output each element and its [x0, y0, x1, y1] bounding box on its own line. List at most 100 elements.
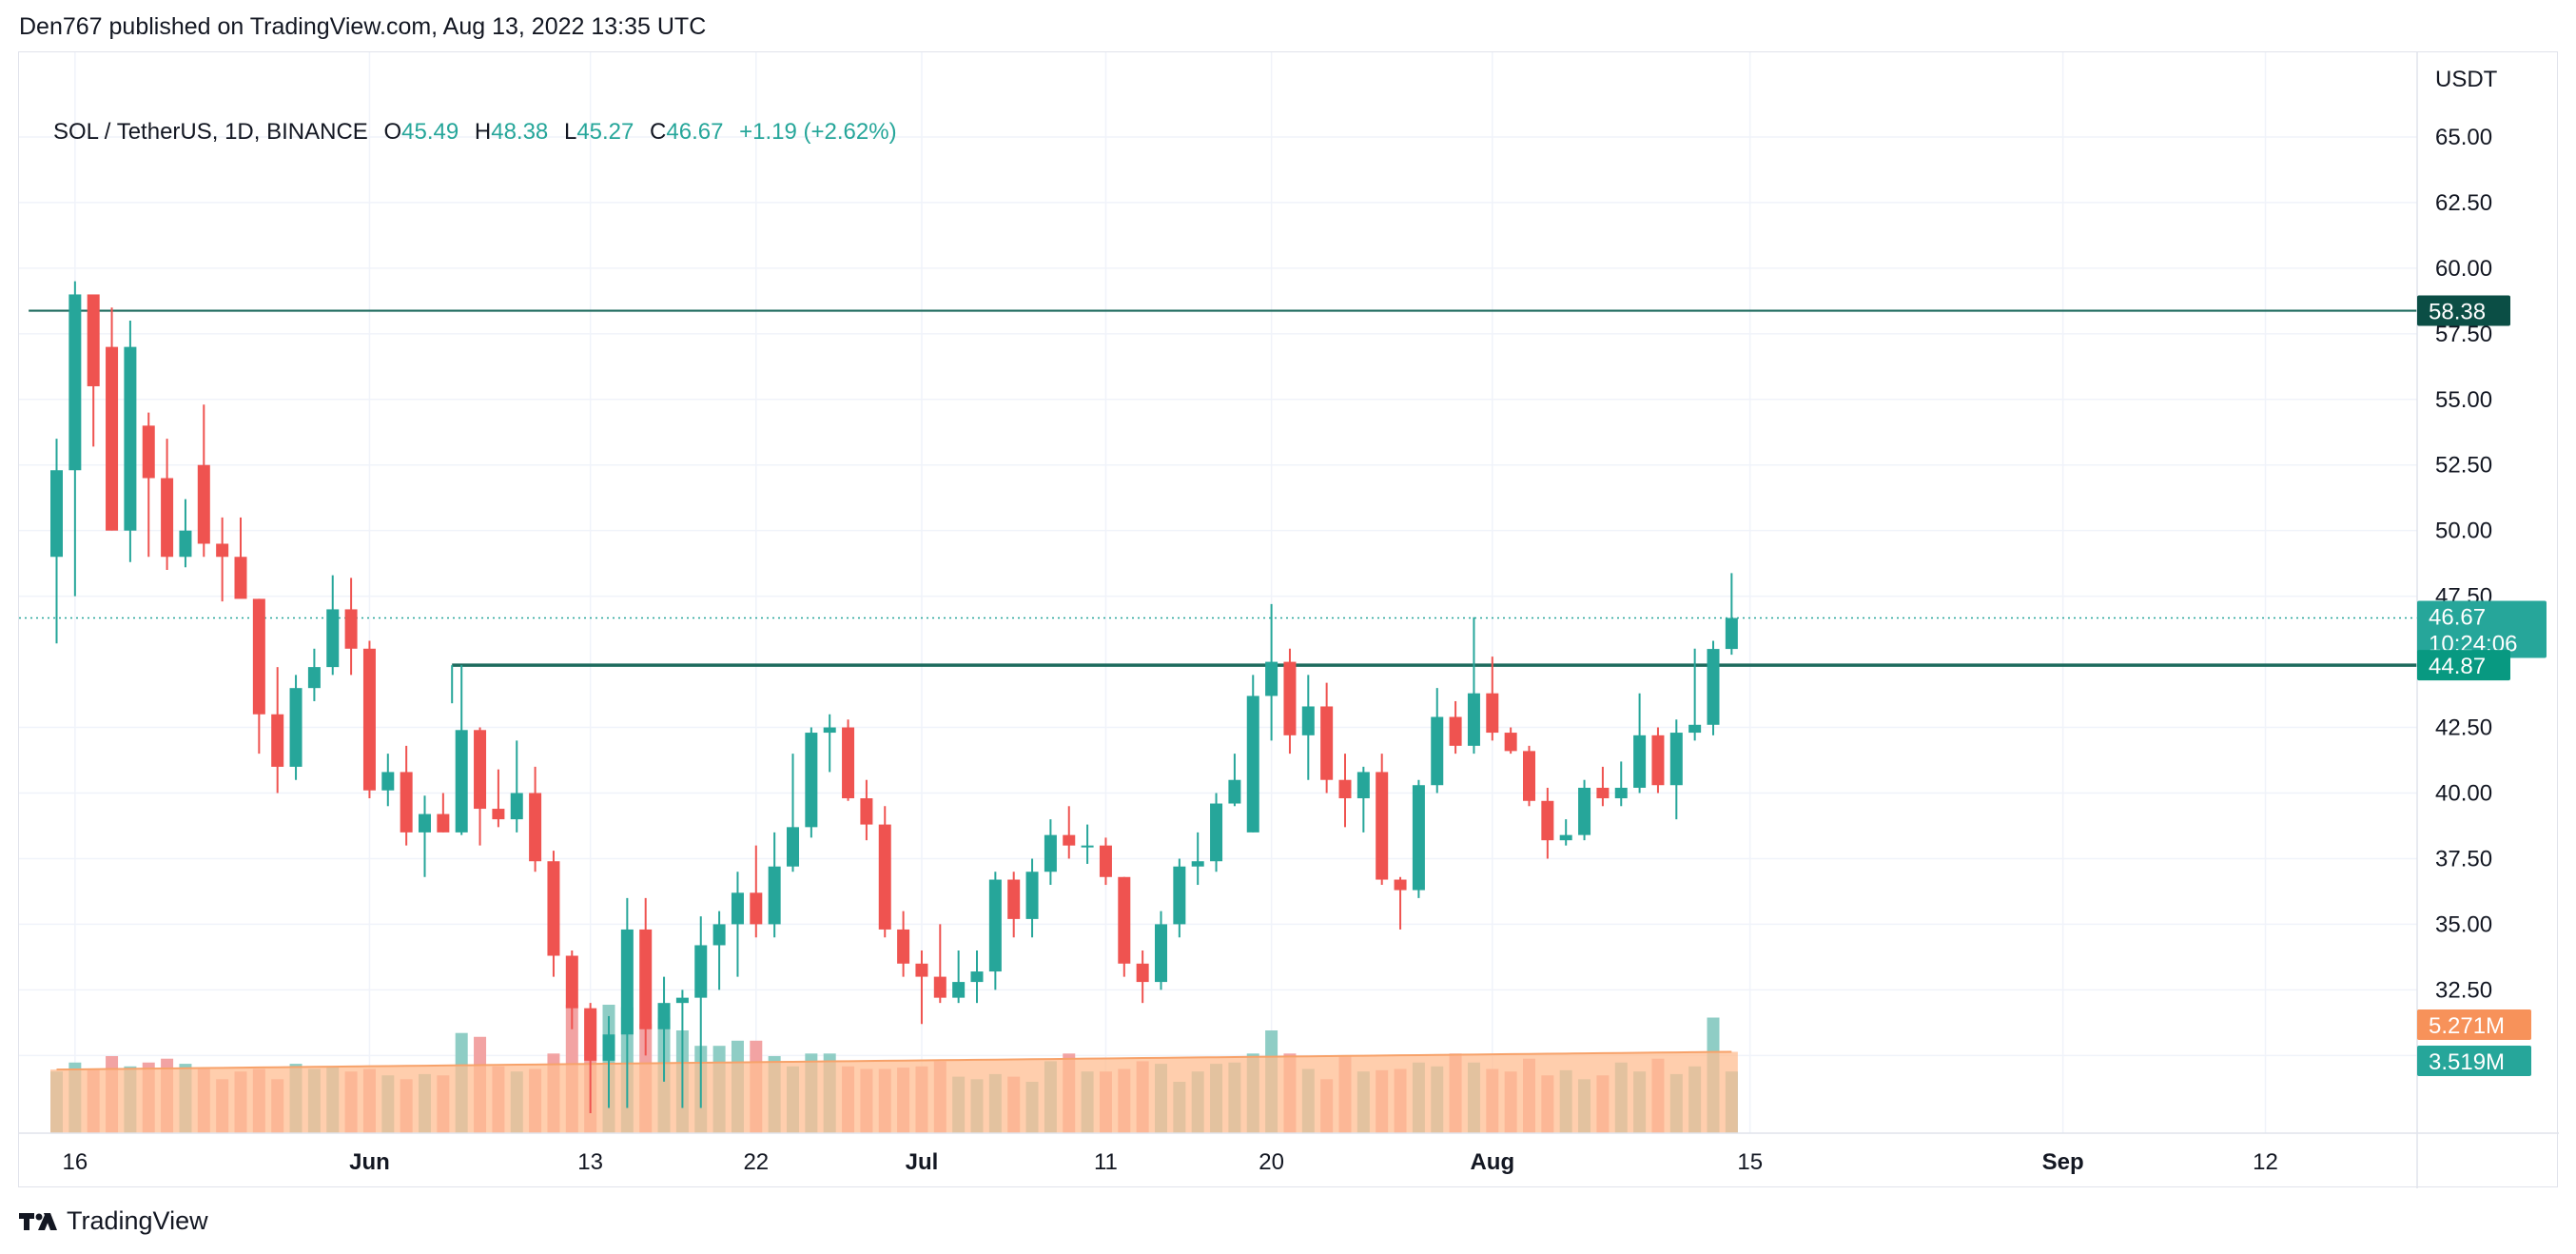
candle-body	[1412, 785, 1425, 891]
candle-body	[1356, 772, 1370, 799]
volume-ma-tag-text: 5.271M	[2429, 1013, 2505, 1039]
low-label: L	[563, 119, 577, 145]
footer-brand[interactable]: TradingView	[67, 1206, 208, 1235]
candle-body	[639, 929, 653, 1029]
candle-body	[1578, 787, 1591, 835]
candle-body	[1191, 861, 1204, 867]
candle-body	[1007, 879, 1021, 919]
candle-body	[1614, 787, 1628, 799]
open-value: 45.49	[401, 119, 459, 145]
candle-body	[1099, 845, 1112, 877]
candle-body	[216, 543, 229, 558]
candle-body	[842, 727, 855, 799]
candle-body	[1063, 834, 1076, 846]
candle-body	[1596, 787, 1610, 799]
tradingview-logo-icon[interactable]	[19, 1211, 59, 1232]
candle-body	[805, 733, 818, 828]
candle-body	[970, 971, 984, 983]
candle-body	[307, 667, 321, 689]
candle-body	[860, 798, 873, 825]
candle-body	[620, 929, 634, 1035]
candle-body	[197, 464, 210, 544]
candle-body	[1467, 693, 1480, 746]
candle-body	[988, 879, 1002, 972]
price-chart[interactable]: USDT65.0062.5060.0057.5055.0052.5050.004…	[19, 52, 2559, 1188]
close-value: 46.67	[666, 119, 724, 145]
candle-body	[474, 730, 487, 810]
chart-frame[interactable]: USDT 65.00 62.50 60.00 57.50 55.00 52.50 50.00 4…	[18, 51, 2559, 1188]
published-caption: Den767 published on TradingView.com, Aug…	[19, 13, 707, 40]
resistance-price-tag-text: 58.38	[2429, 300, 2486, 325]
time-tick-label: 20	[1259, 1149, 1284, 1175]
candle-body	[455, 730, 468, 833]
candle-body	[1541, 800, 1554, 841]
time-tick-label: 12	[2253, 1149, 2278, 1175]
candle-body	[1651, 735, 1665, 786]
candle-body	[657, 1003, 671, 1029]
time-tick-label: Sep	[2042, 1149, 2084, 1175]
candle-body	[492, 809, 505, 820]
price-tick-label: 40.00	[2435, 781, 2492, 807]
last-price-tag-text: 46.67	[2429, 605, 2486, 631]
candle-body	[381, 772, 395, 791]
price-tick-label: 52.50	[2435, 453, 2492, 479]
candle-body	[823, 727, 836, 734]
chart-legend: SOL / TetherUS, 1D, BINANCE O45.49 H48.3…	[53, 119, 897, 146]
candle-body	[400, 772, 413, 833]
candle-body	[1376, 772, 1389, 880]
candle-body	[179, 530, 192, 558]
high-label: H	[474, 119, 492, 145]
candle-body	[1394, 879, 1407, 891]
candle-body	[529, 793, 542, 862]
candle-body	[1118, 876, 1131, 964]
time-tick-label: Jul	[906, 1149, 939, 1175]
candle-body	[437, 813, 450, 833]
time-tick-label: Jun	[349, 1149, 390, 1175]
candle-body	[1486, 693, 1499, 734]
change-value: +1.19 (+2.62%)	[739, 119, 897, 145]
low-value: 45.27	[576, 119, 634, 145]
candle-body	[161, 478, 174, 558]
time-tick-label: 22	[743, 1149, 769, 1175]
high-value: 48.38	[491, 119, 549, 145]
open-label: O	[383, 119, 402, 145]
time-tick-label: 11	[1094, 1149, 1118, 1175]
candle-body	[87, 294, 100, 386]
candle-body	[234, 557, 247, 599]
price-tick-label: 60.00	[2435, 256, 2492, 282]
candle-body	[712, 924, 726, 946]
price-tick-label: 37.50	[2435, 846, 2492, 872]
volume-ma-tag-bg	[2417, 1009, 2531, 1040]
candle-body	[1669, 733, 1683, 786]
candle-body	[1025, 872, 1039, 919]
candle-body	[1081, 845, 1094, 848]
candle-body	[750, 892, 763, 925]
price-tick-label: 55.00	[2435, 387, 2492, 413]
last-price-tag-bg	[2417, 600, 2547, 658]
candle-body	[68, 294, 82, 471]
candle-body	[1301, 706, 1315, 735]
price-tick-label: 62.50	[2435, 190, 2492, 216]
candle-body	[675, 997, 689, 1004]
candle-body	[1173, 866, 1186, 925]
price-tick-label: 65.00	[2435, 125, 2492, 150]
price-axis-unit: USDT	[2435, 67, 2498, 92]
candle-body	[271, 714, 284, 767]
price-tick-label: 32.50	[2435, 977, 2492, 1003]
candle-body	[547, 861, 560, 956]
candle-body	[362, 648, 376, 791]
candle-body	[1559, 834, 1572, 841]
candle-body	[694, 945, 708, 998]
candle-body	[142, 425, 155, 479]
candle-body	[1449, 716, 1462, 746]
candle-body	[584, 1008, 597, 1061]
time-tick-label: 13	[577, 1149, 603, 1175]
candle-body	[1688, 724, 1702, 734]
price-tick-label: 50.00	[2435, 519, 2492, 544]
candle-body	[1338, 779, 1352, 799]
candle-body	[565, 955, 578, 1009]
candle-body	[1265, 661, 1278, 696]
candle-body	[1504, 733, 1517, 752]
candle-body	[289, 688, 302, 767]
candle-body	[1210, 803, 1223, 862]
